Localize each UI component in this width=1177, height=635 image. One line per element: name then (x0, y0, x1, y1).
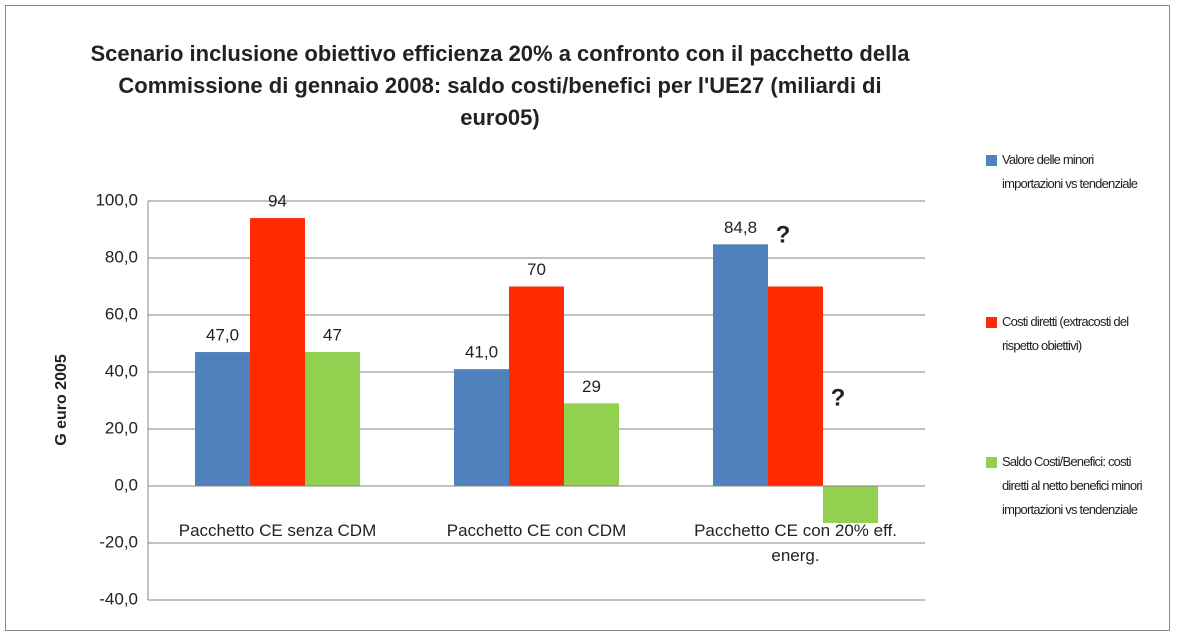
bar (454, 369, 509, 486)
data-label: 84,8 (724, 218, 757, 237)
data-label: 47 (323, 326, 342, 345)
data-label: 47,0 (206, 326, 239, 345)
legend-swatch (986, 155, 997, 166)
y-tick-label: 80,0 (105, 247, 138, 266)
data-label: 29 (582, 377, 601, 396)
y-tick-label: 60,0 (105, 304, 138, 323)
frame (5, 5, 1170, 631)
legend-label: Saldo Costi/Benefici: costi diretti al n… (1002, 454, 1143, 517)
bar (713, 244, 768, 486)
y-tick-label: 40,0 (105, 361, 138, 380)
bar (564, 403, 619, 486)
y-axis-label: G euro 2005 (53, 354, 70, 446)
legend-label: Valore delle minori importazioni vs tend… (1002, 152, 1138, 191)
x-tick-label: Pacchetto CE con CDM (446, 521, 627, 540)
bar (823, 486, 878, 524)
data-label: 41,0 (465, 343, 498, 362)
legend-swatch (986, 317, 997, 328)
bar (768, 286, 823, 486)
data-label: 94 (268, 192, 287, 211)
annotation: ? (776, 221, 791, 248)
y-tick-label: 100,0 (95, 190, 138, 209)
y-tick-label: -40,0 (99, 589, 138, 608)
y-tick-label: -20,0 (99, 532, 138, 551)
chart-title: Scenario inclusione obiettivo efficienza… (90, 41, 910, 130)
bar (250, 218, 305, 486)
x-tick-label: Pacchetto CE con 20% eff. energ. (694, 521, 897, 565)
y-tick-label: 0,0 (114, 475, 138, 494)
bar (305, 352, 360, 486)
data-label: 70 (527, 260, 546, 279)
x-tick-label: Pacchetto CE senza CDM (178, 521, 377, 540)
bar (509, 286, 564, 486)
bar (195, 352, 250, 486)
y-tick-label: 20,0 (105, 418, 138, 437)
legend-label: Costi diretti (extracosti del rispetto o… (1002, 314, 1129, 353)
annotation: ? (831, 384, 846, 411)
legend-swatch (986, 457, 997, 468)
